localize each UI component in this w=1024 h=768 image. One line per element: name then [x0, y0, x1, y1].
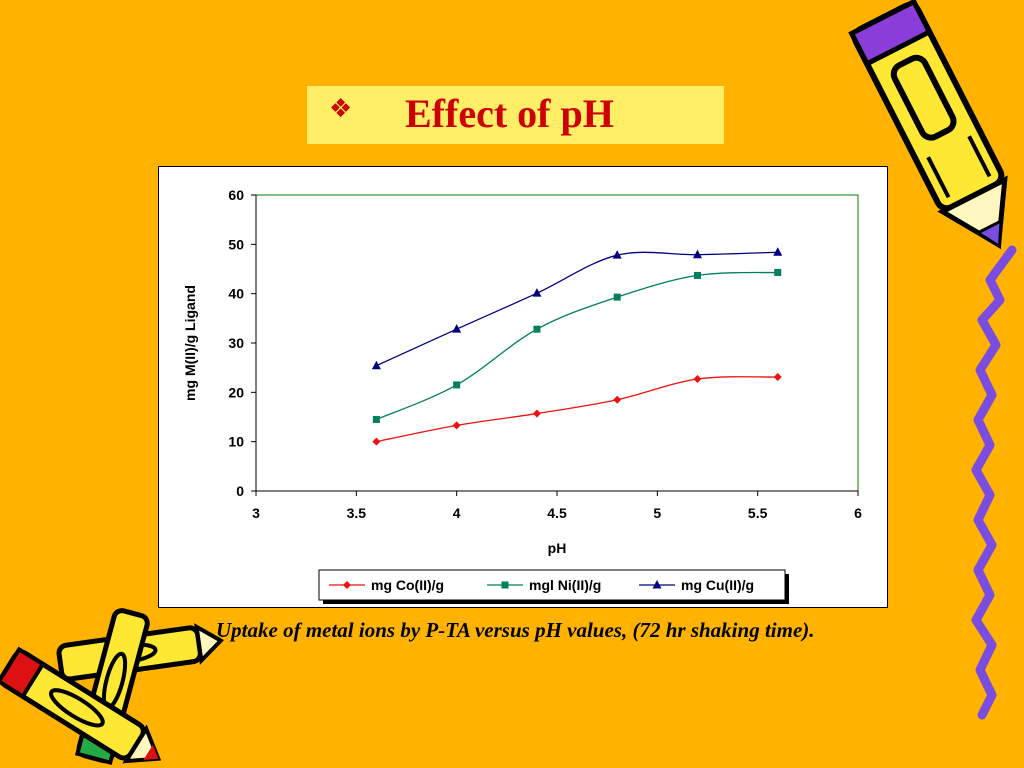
- legend-marker-1: [343, 581, 351, 589]
- data-point-series-1: [532, 409, 541, 418]
- line-chart: 0 10 20 30 40 50 60 3 3.5 4 4.5 5 5.5 6 pH mg M(II)/g…: [182, 187, 862, 604]
- data-point-series-2: [774, 268, 782, 276]
- data-point-series-3: [452, 324, 462, 333]
- data-point-series-1: [693, 375, 702, 384]
- slide-title: Effect of pH: [405, 91, 614, 136]
- y-tick-label: 60: [228, 187, 244, 203]
- data-point-series-2: [453, 381, 461, 389]
- data-point-series-2: [613, 293, 621, 301]
- figure-caption: Uptake of metal ions by P-TA versus pH v…: [216, 618, 815, 642]
- data-point-series-2: [372, 415, 380, 423]
- y-tick-label: 40: [228, 286, 244, 302]
- data-point-series-3: [692, 249, 702, 259]
- x-tick-label: 3.5: [347, 505, 367, 521]
- legend: mg Co(II)/g mgl Ni(II)/g mg Cu(II)/g: [318, 569, 789, 604]
- x-tick-label: 4.5: [547, 505, 567, 521]
- x-tick-label: 5: [653, 505, 661, 521]
- y-tick-label: 30: [228, 335, 244, 351]
- data-point-series-3: [532, 288, 542, 297]
- data-point-series-2: [693, 271, 701, 279]
- legend-marker-3: [652, 580, 662, 589]
- data-point-series-3: [612, 250, 622, 259]
- x-tick-label: 3: [252, 505, 260, 521]
- chart-frame: 0 10 20 30 40 50 60 3 3.5 4 4.5 5 5.5 6 pH mg M(II)/g…: [158, 166, 888, 608]
- legend-marker-2: [501, 581, 509, 589]
- y-tick-label: 0: [236, 483, 244, 499]
- legend-label-3: mg Cu(II)/g: [681, 577, 754, 593]
- data-point-series-2: [533, 325, 541, 333]
- y-tick-label: 20: [228, 384, 244, 400]
- plot-area: [255, 194, 859, 492]
- x-axis-label: pH: [548, 540, 567, 556]
- y-axis-label: mg M(II)/g Ligand: [182, 285, 198, 401]
- data-point-series-1: [372, 437, 381, 446]
- x-tick-label: 4: [453, 505, 461, 521]
- data-point-series-3: [773, 247, 783, 256]
- data-point-series-1: [613, 395, 622, 404]
- title-box: ❖ Effect of pH: [307, 86, 724, 144]
- x-tick-label: 6: [854, 505, 862, 521]
- y-tick-label: 10: [228, 434, 244, 450]
- data-point-series-3: [371, 360, 381, 370]
- legend-label-2: mgl Ni(II)/g: [529, 577, 601, 593]
- y-tick-label: 50: [228, 236, 244, 252]
- legend-label-1: mg Co(II)/g: [371, 577, 444, 593]
- data-point-series-1: [773, 373, 782, 382]
- data-point-series-1: [452, 421, 461, 430]
- x-tick-label: 5.5: [748, 505, 768, 521]
- diamond-bullet-icon: ❖: [329, 94, 353, 124]
